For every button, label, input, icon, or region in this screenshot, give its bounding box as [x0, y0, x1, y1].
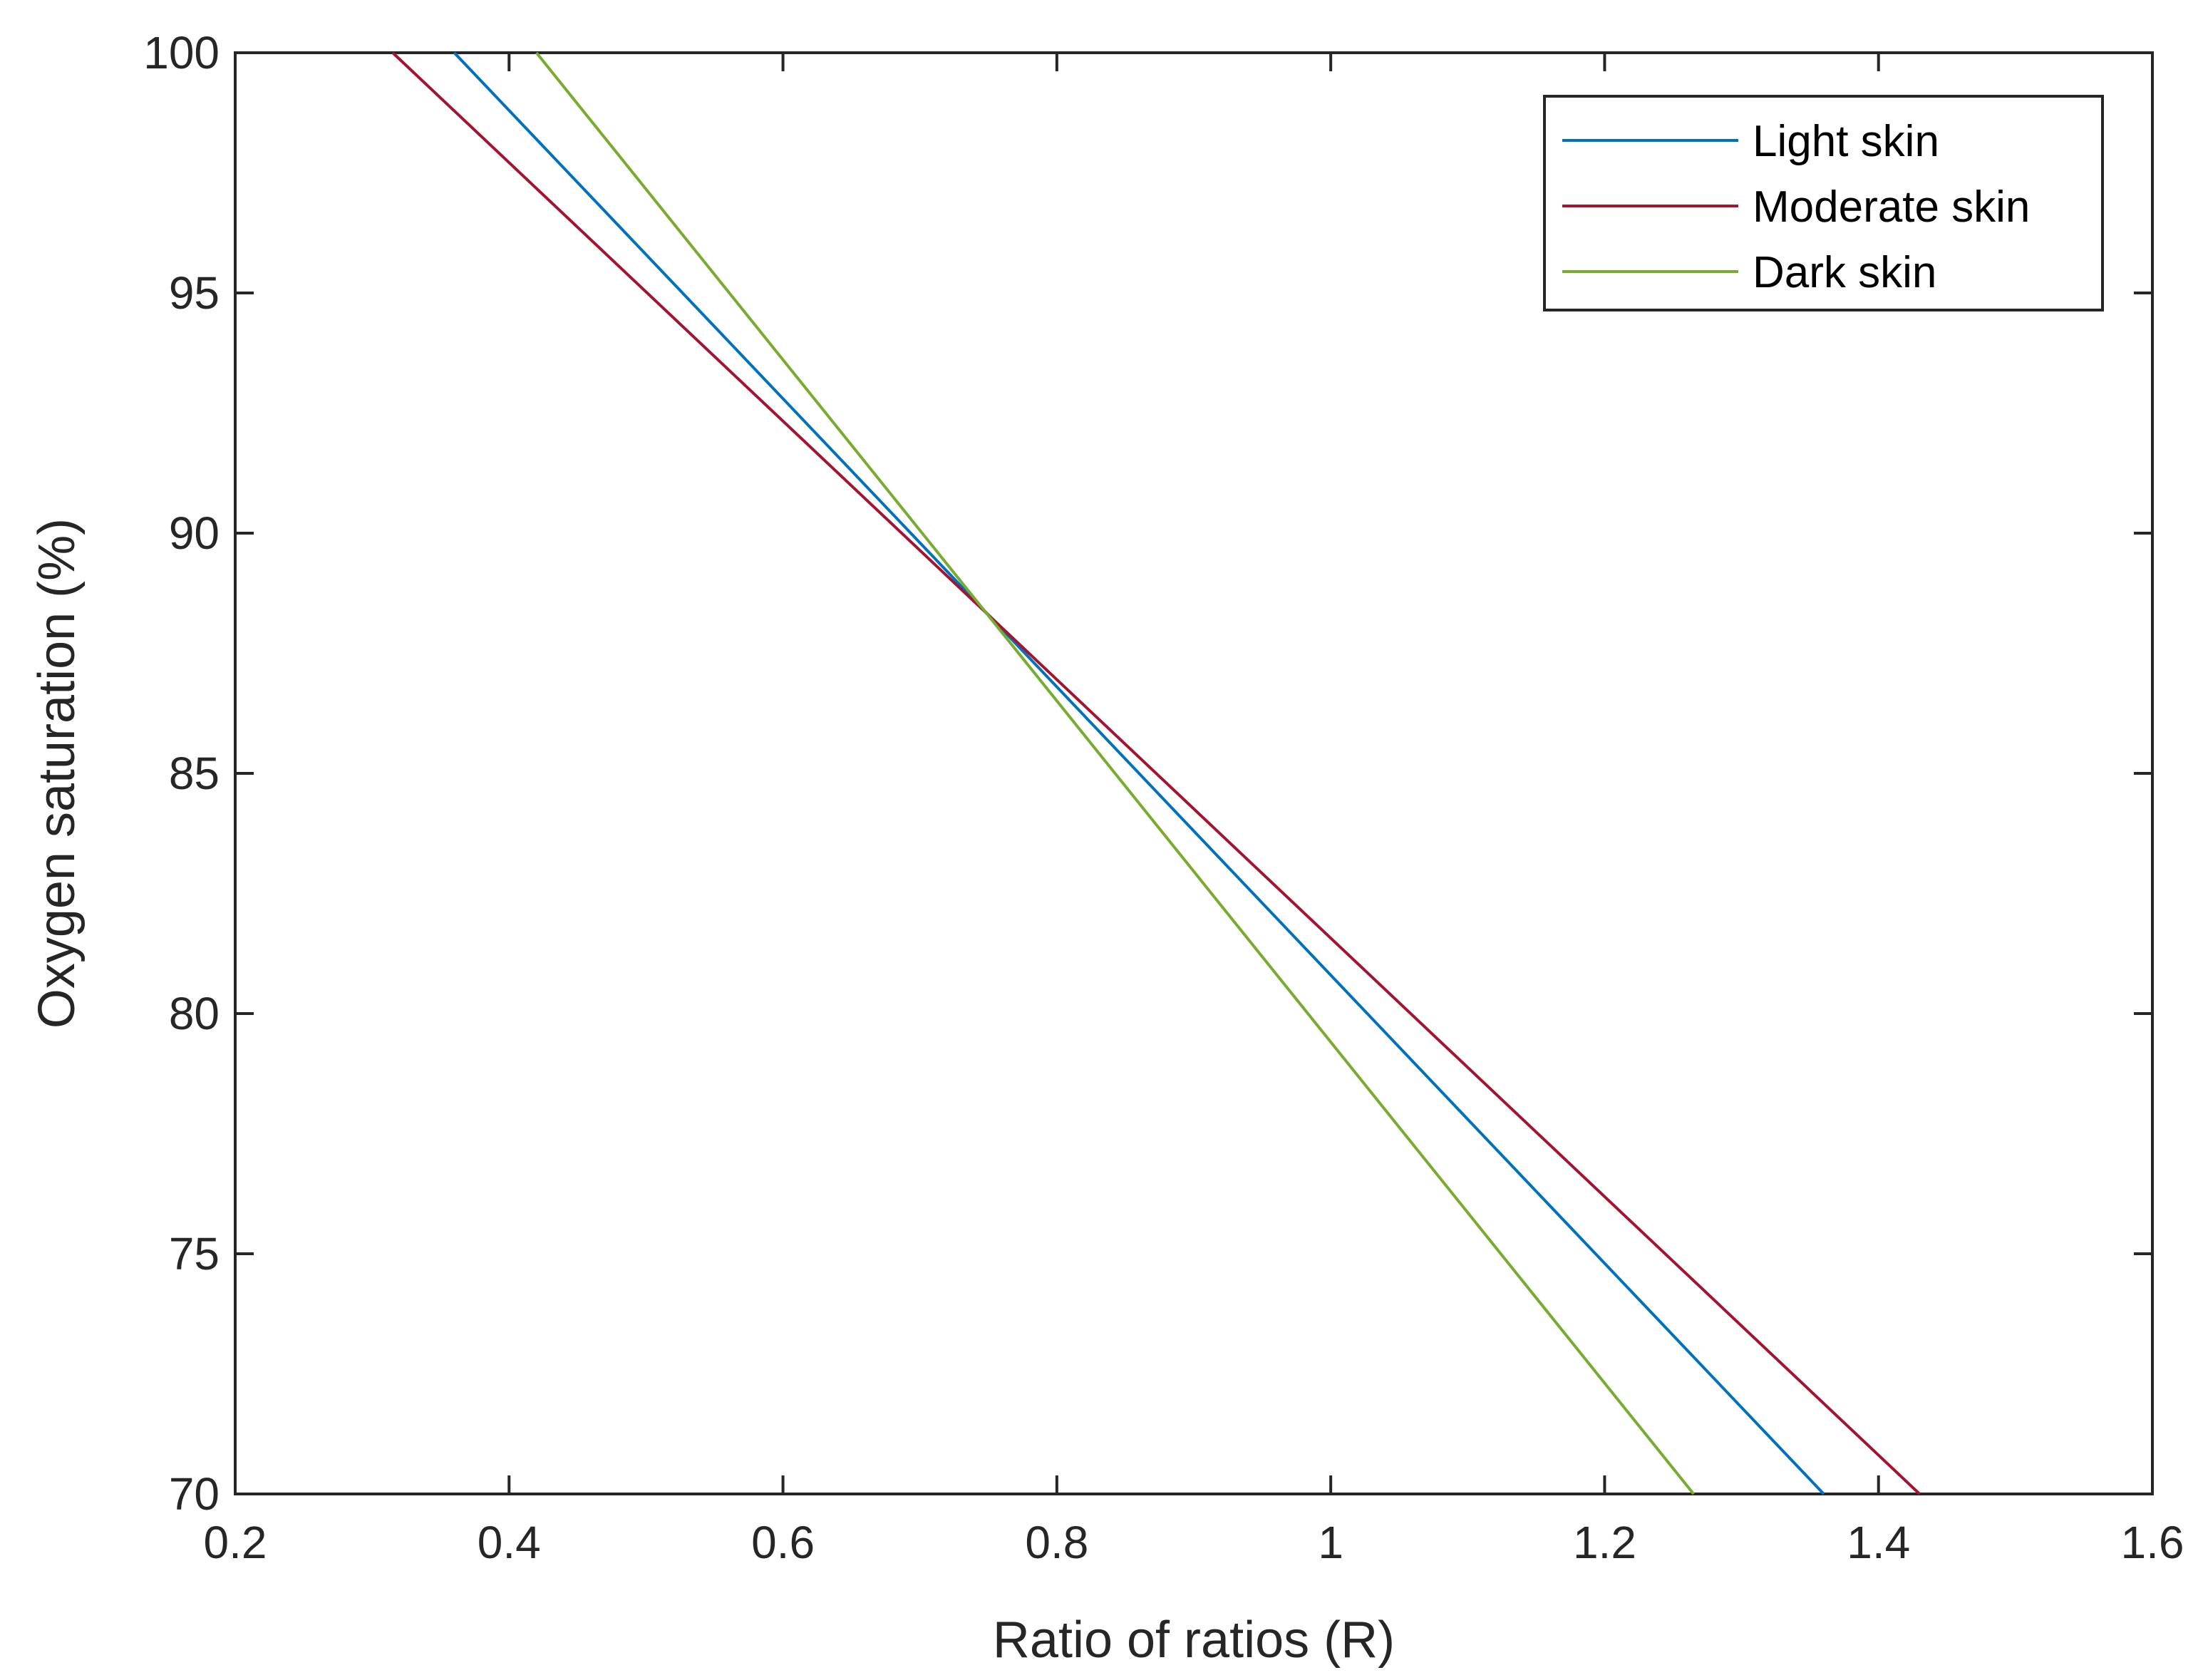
y-axis-label: Oxygen saturation (%) [29, 518, 86, 1029]
y-tick-label: 75 [169, 1228, 220, 1279]
legend-label-moderate-skin: Moderate skin [1753, 182, 2030, 232]
y-tick-label: 85 [169, 748, 220, 799]
x-tick-label: 0.8 [1025, 1517, 1088, 1568]
x-tick-label: 1.2 [1573, 1517, 1636, 1568]
legend-box [1543, 95, 2104, 311]
series-line-light-skin [453, 51, 1825, 1495]
x-axis-label: Ratio of ratios (R) [993, 1612, 1395, 1669]
tick-marks [234, 51, 2154, 1495]
series-lines [391, 51, 1921, 1495]
x-tick-label: 0.6 [751, 1517, 815, 1568]
y-tick-label: 80 [169, 988, 220, 1039]
y-tick-label: 100 [143, 27, 220, 78]
x-tick-labels: 0.2 0.4 0.6 0.8 1 1.2 1.4 1.6 [204, 1517, 2184, 1568]
y-tick-label: 95 [169, 267, 220, 319]
y-tick-label: 70 [169, 1468, 220, 1520]
legend-entries: Light skin Moderate skin Dark skin [1562, 117, 2030, 297]
legend: Light skin Moderate skin Dark skin [1543, 95, 2104, 311]
x-tick-label: 1 [1318, 1517, 1343, 1568]
y-tick-label: 90 [169, 507, 220, 559]
series-line-moderate-skin [391, 51, 1921, 1495]
legend-label-dark-skin: Dark skin [1753, 248, 1936, 297]
x-tick-label: 1.4 [1847, 1517, 1910, 1568]
y-tick-labels: 70 75 80 85 90 95 100 [143, 27, 220, 1520]
series-line-dark-skin [535, 51, 1695, 1495]
x-tick-label: 1.6 [2121, 1517, 2184, 1568]
x-tick-label: 0.4 [478, 1517, 541, 1568]
legend-label-light-skin: Light skin [1753, 117, 1939, 166]
x-tick-label: 0.2 [204, 1517, 267, 1568]
